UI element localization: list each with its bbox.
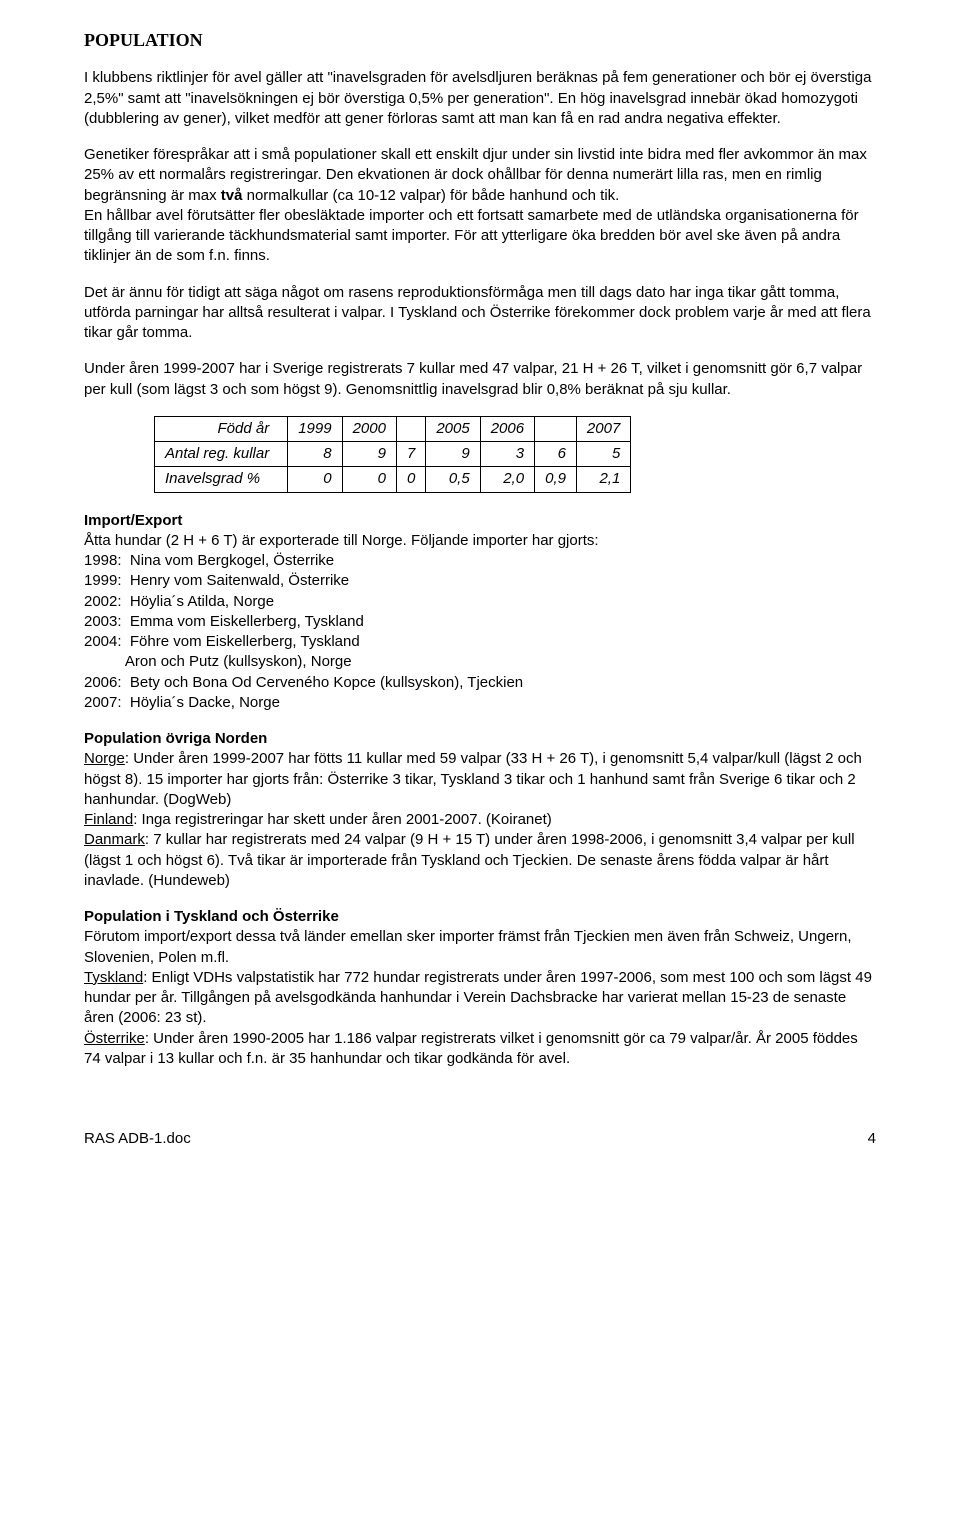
paragraph: Det är ännu för tidigt att säga något om… bbox=[84, 283, 876, 344]
table-cell: 9 bbox=[342, 442, 396, 467]
country-label: Norge bbox=[84, 750, 125, 767]
paragraph: Norge: Under åren 1999-2007 har fötts 11… bbox=[84, 749, 876, 810]
table-cell bbox=[535, 416, 577, 441]
table-cell: 2005 bbox=[426, 416, 480, 441]
table-cell: 2000 bbox=[342, 416, 396, 441]
country-label: Finland bbox=[84, 811, 133, 828]
table-row: Inavelsgrad % 0 0 0 0,5 2,0 0,9 2,1 bbox=[155, 467, 631, 492]
table-cell: 3 bbox=[480, 442, 534, 467]
section-heading: Import/Export bbox=[84, 511, 876, 531]
table-cell: Inavelsgrad % bbox=[155, 467, 288, 492]
text: Åtta hundar (2 H + 6 T) är exporterade t… bbox=[84, 531, 876, 551]
table-row: Född år 1999 2000 2005 2006 2007 bbox=[155, 416, 631, 441]
import-list: 1998: Nina vom Bergkogel, Österrike1999:… bbox=[84, 551, 876, 713]
text-bold: två bbox=[221, 187, 243, 204]
page-footer: RAS ADB-1.doc 4 bbox=[84, 1129, 876, 1149]
paragraph: Österrike: Under åren 1990-2005 har 1.18… bbox=[84, 1029, 876, 1070]
table-cell: 9 bbox=[426, 442, 480, 467]
paragraph: Genetiker förespråkar att i små populati… bbox=[84, 145, 876, 267]
country-label: Danmark bbox=[84, 831, 145, 848]
table-cell: 2,1 bbox=[576, 467, 630, 492]
text: : Under åren 1999-2007 har fötts 11 kull… bbox=[84, 750, 862, 808]
table-cell bbox=[396, 416, 425, 441]
list-item: 2004: Föhre vom Eiskellerberg, Tyskland bbox=[84, 632, 876, 652]
footer-filename: RAS ADB-1.doc bbox=[84, 1129, 191, 1149]
table-cell: 0 bbox=[342, 467, 396, 492]
paragraph: Danmark: 7 kullar har registrerats med 2… bbox=[84, 830, 876, 891]
paragraph: Under åren 1999-2007 har i Sverige regis… bbox=[84, 359, 876, 400]
country-label: Österrike bbox=[84, 1030, 145, 1047]
table-cell: 5 bbox=[576, 442, 630, 467]
table-cell: 0,5 bbox=[426, 467, 480, 492]
text: En hållbar avel förutsätter fler obesläk… bbox=[84, 207, 859, 265]
list-item: 2006: Bety och Bona Od Cerveného Kopce (… bbox=[84, 673, 876, 693]
list-item: Aron och Putz (kullsyskon), Norge bbox=[84, 652, 876, 672]
list-item: 1999: Henry vom Saitenwald, Österrike bbox=[84, 571, 876, 591]
table-cell: 2007 bbox=[576, 416, 630, 441]
table-cell: Född år bbox=[155, 416, 288, 441]
section-heading: Population övriga Norden bbox=[84, 729, 876, 749]
table-cell: 8 bbox=[288, 442, 342, 467]
table-cell: 0,9 bbox=[535, 467, 577, 492]
list-item: 1998: Nina vom Bergkogel, Österrike bbox=[84, 551, 876, 571]
footer-pagenum: 4 bbox=[868, 1129, 876, 1149]
paragraph: I klubbens riktlinjer för avel gäller at… bbox=[84, 68, 876, 129]
table-cell: 2,0 bbox=[480, 467, 534, 492]
list-item: 2002: Höylia´s Atilda, Norge bbox=[84, 592, 876, 612]
table-cell: 0 bbox=[288, 467, 342, 492]
text: normalkullar (ca 10-12 valpar) för både … bbox=[242, 187, 619, 204]
paragraph: Finland: Inga registreringar har skett u… bbox=[84, 810, 876, 830]
country-label: Tyskland bbox=[84, 969, 143, 986]
paragraph: Tyskland: Enligt VDHs valpstatistik har … bbox=[84, 968, 876, 1029]
text: : Under åren 1990-2005 har 1.186 valpar … bbox=[84, 1030, 858, 1067]
stats-table: Född år 1999 2000 2005 2006 2007 Antal r… bbox=[154, 416, 631, 493]
table-cell: 1999 bbox=[288, 416, 342, 441]
text: : 7 kullar har registrerats med 24 valpa… bbox=[84, 831, 855, 889]
text: : Enligt VDHs valpstatistik har 772 hund… bbox=[84, 969, 872, 1027]
paragraph: Förutom import/export dessa två länder e… bbox=[84, 927, 876, 968]
page-title: POPULATION bbox=[84, 28, 876, 52]
table-cell: 2006 bbox=[480, 416, 534, 441]
table-cell: 6 bbox=[535, 442, 577, 467]
table-cell: Antal reg. kullar bbox=[155, 442, 288, 467]
list-item: 2007: Höylia´s Dacke, Norge bbox=[84, 693, 876, 713]
table-cell: 0 bbox=[396, 467, 425, 492]
section-heading: Population i Tyskland och Österrike bbox=[84, 907, 876, 927]
table-row: Antal reg. kullar 8 9 7 9 3 6 5 bbox=[155, 442, 631, 467]
table-cell: 7 bbox=[396, 442, 425, 467]
list-item: 2003: Emma vom Eiskellerberg, Tyskland bbox=[84, 612, 876, 632]
text: : Inga registreringar har skett under år… bbox=[133, 811, 552, 828]
